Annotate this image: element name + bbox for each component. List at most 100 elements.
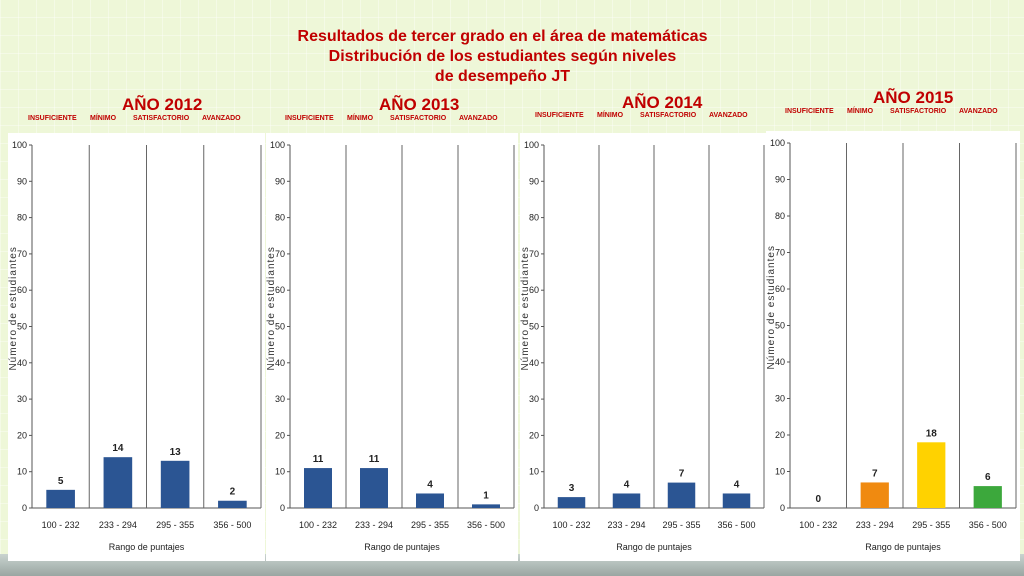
title-line-3: de desempeño JT — [434, 68, 571, 85]
bar-1 — [46, 489, 75, 508]
bar-3 — [416, 493, 444, 508]
y-tick-label: 50 — [17, 322, 27, 332]
x-tick-label: 356 - 500 — [467, 520, 505, 530]
chart-svg: 0 10 20 30 40 50 60 70 80 90 100 3 100 - 232 4 233 - 2… — [520, 140, 765, 552]
title-line-2: Distribución de los estudiantes según ni… — [328, 48, 677, 65]
year-2014-label: AÑO 2014 — [622, 93, 703, 112]
y-axis-title: Número de estudiantes — [766, 245, 777, 369]
bar-2 — [860, 482, 889, 508]
levels-row-2013: INSUFICIENTE MÍNIMO SATISFACTORIO AVANZA… — [285, 115, 498, 122]
y-tick-label: 100 — [770, 138, 785, 148]
y-tick-label: 100 — [524, 140, 539, 150]
x-tick-label: 295 - 355 — [912, 520, 950, 530]
y-tick-label: 80 — [529, 213, 539, 223]
x-tick-label: 100 - 232 — [42, 520, 80, 530]
level-avanzado: AVANZADO — [459, 115, 498, 122]
x-tick-label: 233 - 294 — [99, 520, 137, 530]
chart-panel-2013: 0 10 20 30 40 50 60 70 80 90 100 11 100 - 232 11 233 -… — [266, 133, 518, 561]
bar-1 — [557, 497, 586, 508]
data-label: 7 — [679, 469, 685, 480]
year-2012-label: AÑO 2012 — [122, 95, 203, 114]
level-satisfactorio: SATISFACTORIO — [640, 112, 697, 119]
x-tick-label: 356 - 500 — [213, 520, 251, 530]
y-tick-label: 30 — [529, 394, 539, 404]
y-tick-label: 70 — [275, 249, 285, 259]
x-tick-label: 356 - 500 — [969, 520, 1007, 530]
chart-svg: 0 10 20 30 40 50 60 70 80 90 100 0 100 - 232 7 233 - 2… — [766, 138, 1017, 552]
chart-svg: 0 10 20 30 40 50 60 70 80 90 100 5 100 - 232 14 233 - … — [8, 140, 262, 552]
y-tick-label: 20 — [17, 430, 27, 440]
y-tick-label: 70 — [775, 248, 785, 258]
levels-row-2012: INSUFICIENTE MÍNIMO SATISFACTORIO AVANZA… — [28, 115, 241, 122]
data-label: 11 — [369, 454, 380, 465]
y-tick-label: 30 — [17, 394, 27, 404]
x-tick-label: 233 - 294 — [355, 520, 393, 530]
chart-panel-2012: 0 10 20 30 40 50 60 70 80 90 100 5 100 - 232 14 233 - … — [8, 133, 265, 561]
x-axis-title: Rango de puntajes — [109, 542, 185, 552]
y-tick-label: 100 — [12, 140, 27, 150]
y-tick-label: 40 — [529, 358, 539, 368]
y-tick-label: 20 — [775, 430, 785, 440]
data-label: 13 — [170, 447, 182, 458]
y-axis-title: Número de estudiantes — [266, 246, 277, 370]
x-tick-label: 295 - 355 — [411, 520, 449, 530]
x-tick-label: 233 - 294 — [856, 520, 894, 530]
y-axis-title: Número de estudiantes — [520, 246, 531, 370]
y-tick-label: 40 — [775, 357, 785, 367]
y-tick-label: 40 — [17, 358, 27, 368]
y-tick-label: 80 — [275, 213, 285, 223]
y-tick-label: 80 — [775, 211, 785, 221]
level-insuficiente: INSUFICIENTE — [535, 112, 584, 119]
data-label: 1 — [483, 490, 489, 501]
level-satisfactorio: SATISFACTORIO — [133, 115, 190, 122]
y-axis-title: Número de estudiantes — [8, 246, 19, 370]
data-label: 4 — [427, 479, 433, 490]
bar-2 — [612, 493, 641, 508]
data-label: 4 — [624, 479, 630, 490]
x-tick-label: 295 - 355 — [662, 520, 700, 530]
bar-3 — [160, 460, 190, 508]
data-label: 6 — [985, 472, 991, 483]
x-tick-label: 233 - 294 — [607, 520, 645, 530]
level-satisfactorio: SATISFACTORIO — [390, 115, 447, 122]
level-avanzado: AVANZADO — [202, 115, 241, 122]
data-label: 2 — [230, 487, 236, 498]
bar-4 — [218, 500, 247, 508]
y-tick-label: 10 — [529, 467, 539, 477]
y-tick-label: 30 — [275, 394, 285, 404]
chart-panel-2015: 0 10 20 30 40 50 60 70 80 90 100 0 100 - 232 7 233 - 2… — [766, 131, 1020, 561]
main-title: Resultados de tercer grado en el área de… — [230, 27, 775, 87]
data-label: 0 — [815, 494, 821, 505]
year-2013-label: AÑO 2013 — [379, 95, 460, 114]
x-axis-title: Rango de puntajes — [364, 542, 440, 552]
y-tick-label: 50 — [529, 322, 539, 332]
title-line-1: Resultados de tercer grado en el área de… — [297, 28, 708, 45]
y-tick-label: 60 — [529, 285, 539, 295]
y-tick-label: 90 — [275, 176, 285, 186]
y-tick-label: 10 — [775, 467, 785, 477]
level-insuficiente: INSUFICIENTE — [28, 115, 77, 122]
y-tick-label: 30 — [775, 394, 785, 404]
data-label: 18 — [926, 428, 938, 439]
y-tick-label: 90 — [775, 175, 785, 185]
y-tick-label: 80 — [17, 213, 27, 223]
data-label: 4 — [734, 479, 740, 490]
y-tick-label: 10 — [275, 467, 285, 477]
data-label: 7 — [872, 468, 878, 479]
y-tick-label: 50 — [275, 322, 285, 332]
bar-4 — [472, 504, 500, 508]
x-axis-title: Rango de puntajes — [616, 542, 692, 552]
x-axis-title: Rango de puntajes — [865, 542, 941, 552]
x-tick-label: 100 - 232 — [552, 520, 590, 530]
x-tick-label: 100 - 232 — [799, 520, 837, 530]
bar-4 — [973, 486, 1002, 508]
bar-2 — [103, 457, 133, 508]
chart-panel-2014: 0 10 20 30 40 50 60 70 80 90 100 3 100 - 232 4 233 - 2… — [520, 133, 768, 561]
level-avanzado: AVANZADO — [959, 108, 998, 115]
y-tick-label: 60 — [17, 285, 27, 295]
levels-row-2015: INSUFICIENTE MÍNIMO SATISFACTORIO AVANZA… — [785, 108, 998, 115]
data-label: 14 — [112, 443, 124, 454]
level-minimo: MÍNIMO — [847, 108, 874, 115]
x-tick-label: 295 - 355 — [156, 520, 194, 530]
y-tick-label: 0 — [280, 503, 285, 513]
